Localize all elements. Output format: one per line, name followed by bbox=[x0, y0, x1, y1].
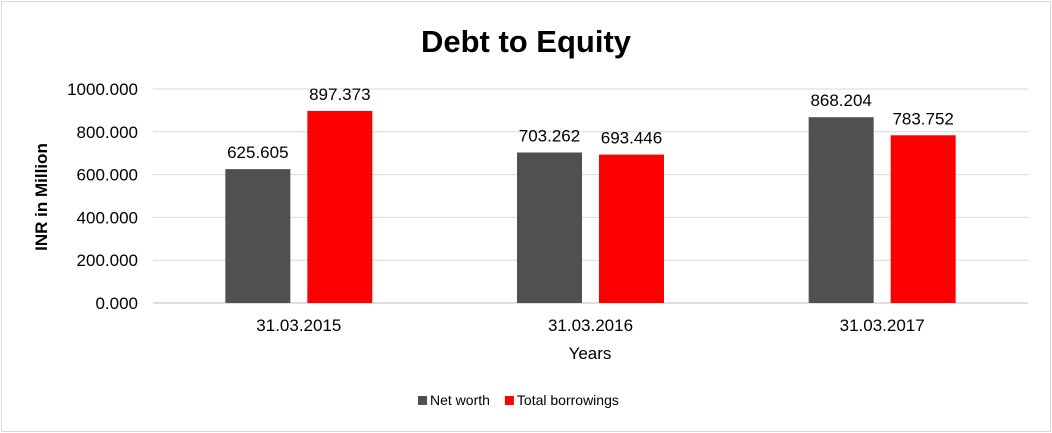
bar-net-worth bbox=[808, 117, 874, 303]
data-label: 868.204 bbox=[810, 91, 871, 110]
y-tick-label: 800.000 bbox=[77, 123, 138, 142]
legend: Net worth Total borrowings bbox=[418, 392, 619, 408]
bar-total-borrowings bbox=[599, 154, 664, 303]
data-label: 783.752 bbox=[892, 109, 953, 128]
data-label: 693.446 bbox=[601, 129, 662, 148]
bars bbox=[225, 110, 956, 303]
y-tick-label: 400.000 bbox=[77, 208, 138, 227]
x-axis-title: Years bbox=[569, 344, 612, 363]
y-tick-label: 200.000 bbox=[77, 251, 138, 270]
y-axis-title: INR in Million bbox=[32, 143, 51, 251]
bar-total-borrowings bbox=[890, 135, 956, 303]
data-label: 897.373 bbox=[309, 85, 370, 104]
gridlines bbox=[153, 88, 1028, 304]
y-tick-label: 600.000 bbox=[77, 166, 138, 185]
data-labels: 625.605 897.373 703.262 693.446 868.204 783.7… bbox=[227, 85, 954, 162]
data-label: 703.262 bbox=[519, 127, 580, 146]
x-axis-ticks: 31.03.2015 31.03.2016 31.03.2017 bbox=[256, 316, 924, 335]
legend-swatch bbox=[418, 396, 427, 405]
legend-swatch bbox=[504, 396, 514, 405]
x-tick-label: 31.03.2017 bbox=[840, 316, 925, 335]
x-tick-label: 31.03.2015 bbox=[256, 316, 341, 335]
legend-label: Net worth bbox=[430, 392, 490, 408]
x-tick-label: 31.03.2016 bbox=[548, 316, 633, 335]
y-tick-label: 1000.000 bbox=[67, 80, 138, 99]
y-tick-label: 0.000 bbox=[95, 294, 138, 313]
y-axis-ticks: 0.000 200.000 400.000 600.000 800.000 1000.00… bbox=[67, 80, 138, 313]
legend-label: Total borrowings bbox=[517, 392, 619, 408]
data-label: 625.605 bbox=[227, 143, 288, 162]
bar-net-worth bbox=[517, 152, 582, 303]
bar-total-borrowings bbox=[307, 110, 373, 303]
chart-title: Debt to Equity bbox=[421, 24, 632, 59]
bar-net-worth bbox=[225, 169, 291, 303]
